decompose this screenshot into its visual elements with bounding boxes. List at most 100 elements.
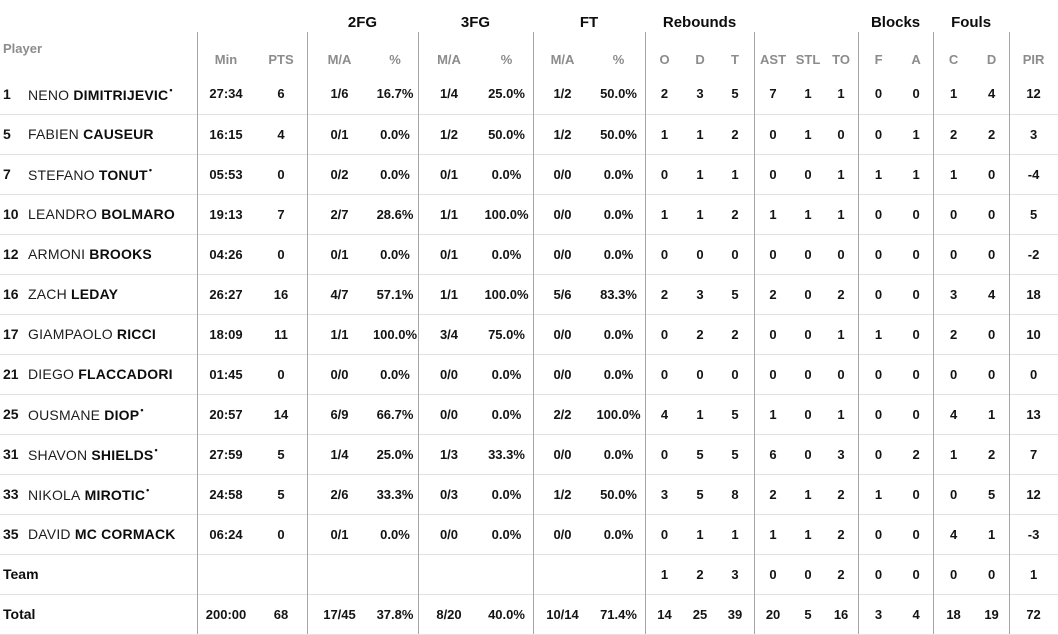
cell-fg2_ma: 0/0 <box>330 366 349 382</box>
cell-blk_f: 0 <box>874 126 883 142</box>
player-name[interactable]: NENO DIMITRIJEVIC• <box>28 74 197 114</box>
cell-fg3_ma: 1/3 <box>439 446 459 462</box>
cell-reb_o: 1 <box>660 206 669 222</box>
player-last-name: DIMITRIJEVIC <box>73 86 169 103</box>
cell-reb_t: 0 <box>731 366 739 382</box>
cell-min: 05:53 <box>209 166 243 182</box>
player-first-name: GIAMPAOLO <box>28 326 113 342</box>
cell-fg2_pct: 28.6% <box>376 206 414 222</box>
cell-pts: 0 <box>277 166 285 182</box>
cell-fg2_pct: 57.1% <box>376 286 414 302</box>
cell-ft_ma: 0/0 <box>553 526 572 542</box>
player-first-name: LEANDRO <box>28 206 98 222</box>
cell-reb_t: 2 <box>731 326 739 342</box>
cell-pts: 4 <box>277 126 285 142</box>
group-spacer <box>197 0 307 34</box>
cell-reb_o: 14 <box>657 606 672 622</box>
cell-foul_d: 0 <box>987 566 996 582</box>
cell-fg2_ma: 4/7 <box>330 286 349 302</box>
cell-min: 200:00 <box>205 606 247 622</box>
cell-fg3_ma <box>418 554 480 594</box>
cell-stl: 1 <box>804 126 812 142</box>
cell-ast: 0 <box>769 326 777 342</box>
cell-pts: 0 <box>277 366 285 382</box>
col-header-ast: AST <box>760 52 787 67</box>
cell-reb_d: 3 <box>696 86 704 102</box>
cell-pts: 5 <box>277 446 285 462</box>
cell-fg2_ma: 0/1 <box>330 126 349 142</box>
cell-foul_c: 1 <box>949 86 958 102</box>
cell-stl: 0 <box>804 446 812 462</box>
player-row: 21 DIEGO FLACCADORI 01:45 0 0/0 0.0% 0/0 0.0% 0/… <box>0 354 1058 394</box>
player-row: 35 DAVID MC CORMACK 06:24 0 0/1 0.0% 0/0 0.0% 0/… <box>0 514 1058 554</box>
cell-foul_c: 3 <box>949 286 958 302</box>
cell-fg2_ma: 1/1 <box>330 326 349 342</box>
cell-reb_t: 5 <box>731 86 739 102</box>
col-header-blk-a: A <box>911 52 921 67</box>
jersey-number: 1 <box>3 85 11 102</box>
player-name[interactable]: SHAVON SHIELDS• <box>28 434 197 474</box>
cell-reb_d: 1 <box>696 526 704 542</box>
cell-pts: 11 <box>274 326 288 342</box>
cell-pir: -3 <box>1027 526 1040 542</box>
cell-min: 27:59 <box>209 446 243 462</box>
cell-ft_pct: 0.0% <box>603 326 634 342</box>
cell-min <box>197 554 255 594</box>
cell-foul_c: 2 <box>949 326 958 342</box>
col-header-blk-f: F <box>874 52 883 67</box>
cell-fg2_pct: 0.0% <box>380 526 410 542</box>
cell-ft_ma: 0/0 <box>553 166 572 182</box>
player-last-name: LEDAY <box>71 286 119 302</box>
player-name[interactable]: DAVID MC CORMACK <box>28 514 197 554</box>
cell-foul_d: 0 <box>987 366 996 382</box>
player-first-name: OUSMANE <box>28 407 101 423</box>
player-row: 12 ARMONI BROOKS 04:26 0 0/1 0.0% 0/1 0.0% 0/0 0.… <box>0 234 1058 274</box>
cell-blk_f: 0 <box>874 206 883 222</box>
player-name[interactable]: GIAMPAOLO RICCI <box>28 314 197 354</box>
cell-blk_f: 3 <box>874 606 883 622</box>
table-header: 2FG 3FG FT Rebounds Blocks Fouls Player … <box>0 0 1058 74</box>
player-name[interactable]: LEANDRO BOLMARO <box>28 194 197 234</box>
player-name[interactable]: STEFANO TONUT• <box>28 154 197 194</box>
cell-reb_d: 2 <box>696 326 704 342</box>
cell-foul_c: 0 <box>949 566 958 582</box>
cell-stl: 5 <box>804 606 812 622</box>
jersey-number: 5 <box>3 126 11 142</box>
cell-ft_pct: 0.0% <box>603 526 634 542</box>
cell-foul_c: 0 <box>949 246 958 262</box>
cell-to: 2 <box>837 286 845 302</box>
cell-stl: 1 <box>804 486 812 502</box>
cell-reb_o: 0 <box>660 366 669 382</box>
cell-fg3_pct: 75.0% <box>488 326 525 342</box>
cell-reb_d: 1 <box>696 126 704 142</box>
cell-stl: 1 <box>804 206 812 222</box>
player-last-name: TONUT <box>98 167 148 183</box>
cell-reb_d: 1 <box>696 166 704 182</box>
jersey-number: 17 <box>3 326 19 342</box>
cell-pir: 13 <box>1026 406 1041 422</box>
cell-ast: 20 <box>765 606 781 622</box>
cell-fg3_ma: 0/0 <box>439 406 459 422</box>
cell-fg3_ma: 8/20 <box>436 606 462 622</box>
cell-fg3_ma: 3/4 <box>439 326 459 342</box>
player-name[interactable]: NIKOLA MIROTIC• <box>28 474 197 514</box>
player-name[interactable]: DIEGO FLACCADORI <box>28 354 197 394</box>
cell-to: 1 <box>837 326 845 342</box>
player-name[interactable]: ARMONI BROOKS <box>28 234 197 274</box>
cell-pts: 5 <box>277 486 285 502</box>
jersey-number: 25 <box>3 406 19 422</box>
cell-ft_ma: 0/0 <box>553 246 572 262</box>
cell-reb_t: 3 <box>731 566 739 582</box>
cell-fg2_pct: 37.8% <box>376 606 414 622</box>
player-name[interactable]: OUSMANE DIOP• <box>28 394 197 434</box>
starter-marker: • <box>154 445 158 455</box>
cell-pts: 6 <box>277 86 285 102</box>
cell-foul_d: 0 <box>987 206 996 222</box>
cell-reb_t: 5 <box>731 446 739 462</box>
cell-to: 2 <box>837 486 845 502</box>
cell-ast: 0 <box>769 246 777 262</box>
jersey-number: 31 <box>3 446 19 462</box>
cell-fg2_pct: 0.0% <box>380 166 410 182</box>
player-name[interactable]: ZACH LEDAY <box>28 274 197 314</box>
player-name[interactable]: FABIEN CAUSEUR <box>28 114 197 154</box>
